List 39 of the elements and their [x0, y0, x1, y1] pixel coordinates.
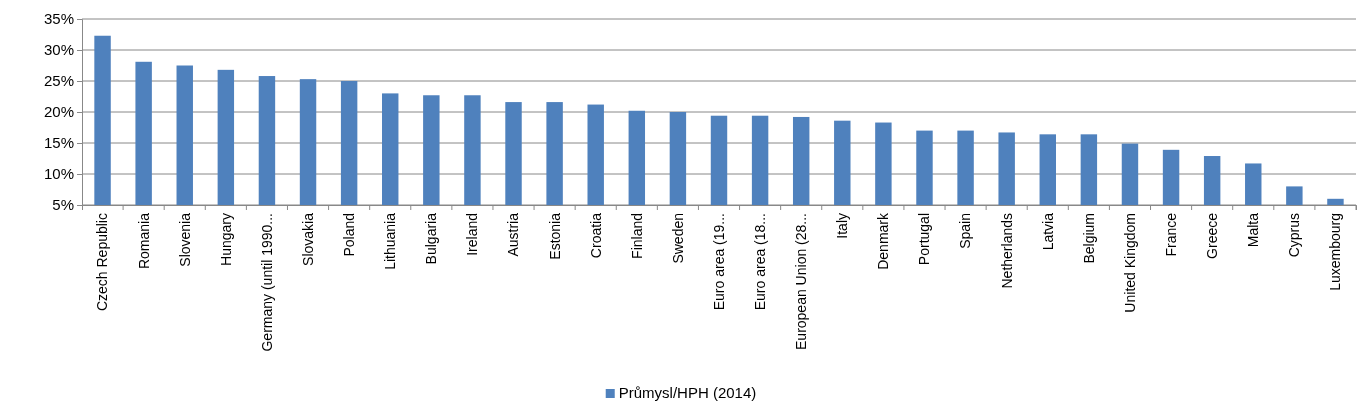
y-tick-label: 15%: [43, 134, 74, 152]
x-tick-label: Austria: [505, 212, 522, 257]
x-tick-label: Portugal: [916, 213, 933, 266]
x-tick-label: Euro area (18...: [752, 213, 768, 311]
x-tick-label: European Union (28...: [793, 213, 810, 350]
x-tick-label: Italy: [834, 213, 851, 239]
x-tick-label: United Kingdom: [1121, 213, 1138, 313]
x-tick-label: Netherlands: [998, 213, 1015, 289]
x-tick-label: Estonia: [546, 212, 563, 260]
y-tick-label: 25%: [43, 72, 74, 90]
x-tick-label: Germany (until 1990...: [258, 213, 275, 352]
x-tick-label: Ireland: [464, 213, 481, 256]
x-tick-label: Poland: [341, 213, 358, 257]
x-tick-label: Slovakia: [299, 212, 316, 266]
x-tick-label: Belgium: [1080, 213, 1097, 264]
x-tick-label: Croatia: [587, 212, 604, 259]
x-tick-label: Sweden: [669, 213, 686, 264]
y-tick-label: 5%: [52, 196, 74, 214]
x-tick-label: Luxembourg: [1327, 213, 1344, 291]
x-tick-label: Czech Republic: [94, 213, 111, 312]
x-tick-label: Finland: [628, 213, 645, 259]
x-tick-label: Cyprus: [1286, 213, 1303, 258]
x-tick-label: France: [1162, 212, 1179, 257]
x-tick-label: Spain: [957, 213, 974, 249]
x-tick-label: Greece: [1204, 212, 1221, 259]
x-tick-label: Malta: [1245, 212, 1262, 248]
y-tick-label: 10%: [43, 165, 74, 183]
x-tick-label: Romania: [135, 212, 152, 270]
x-tick-label: Latvia: [1039, 212, 1056, 251]
x-tick-label: Denmark: [875, 212, 892, 270]
x-tick-label: Bulgaria: [423, 212, 440, 265]
x-tick-label: Euro area (19...: [710, 213, 727, 311]
x-tick-label: Slovenia: [176, 212, 193, 267]
y-tick-label: 20%: [43, 103, 74, 121]
x-tick-label: Lithuania: [382, 212, 399, 270]
y-tick-label: 35%: [43, 10, 74, 28]
legend-label: Průmysl/HPH (2014): [618, 384, 757, 401]
y-tick-label: 30%: [43, 41, 74, 59]
x-tick-label: Hungary: [217, 213, 234, 266]
